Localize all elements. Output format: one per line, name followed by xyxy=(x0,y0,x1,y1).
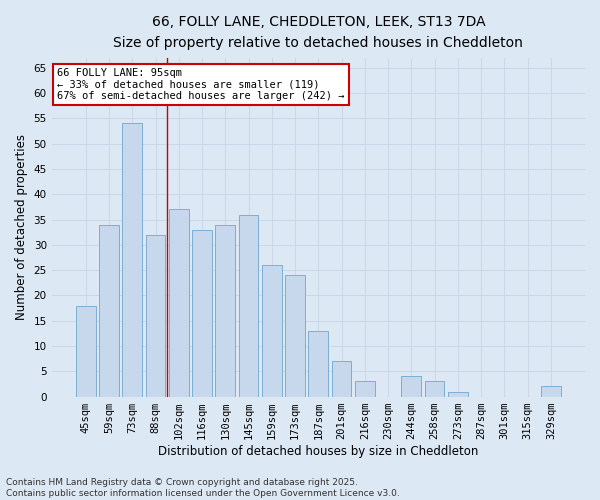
Bar xyxy=(76,306,95,396)
Bar xyxy=(215,224,235,396)
Bar xyxy=(332,361,352,396)
Bar xyxy=(169,210,188,396)
Bar xyxy=(308,331,328,396)
Bar xyxy=(262,265,282,396)
Bar xyxy=(448,392,468,396)
Bar xyxy=(425,382,445,396)
Bar xyxy=(99,224,119,396)
Y-axis label: Number of detached properties: Number of detached properties xyxy=(15,134,28,320)
Text: 66 FOLLY LANE: 95sqm
← 33% of detached houses are smaller (119)
67% of semi-deta: 66 FOLLY LANE: 95sqm ← 33% of detached h… xyxy=(57,68,344,101)
Bar xyxy=(541,386,561,396)
X-axis label: Distribution of detached houses by size in Cheddleton: Distribution of detached houses by size … xyxy=(158,444,479,458)
Bar xyxy=(401,376,421,396)
Bar xyxy=(285,275,305,396)
Bar xyxy=(192,230,212,396)
Bar xyxy=(239,214,259,396)
Text: Contains HM Land Registry data © Crown copyright and database right 2025.
Contai: Contains HM Land Registry data © Crown c… xyxy=(6,478,400,498)
Title: 66, FOLLY LANE, CHEDDLETON, LEEK, ST13 7DA
Size of property relative to detached: 66, FOLLY LANE, CHEDDLETON, LEEK, ST13 7… xyxy=(113,15,523,50)
Bar xyxy=(355,382,375,396)
Bar xyxy=(122,124,142,396)
Bar xyxy=(146,234,166,396)
